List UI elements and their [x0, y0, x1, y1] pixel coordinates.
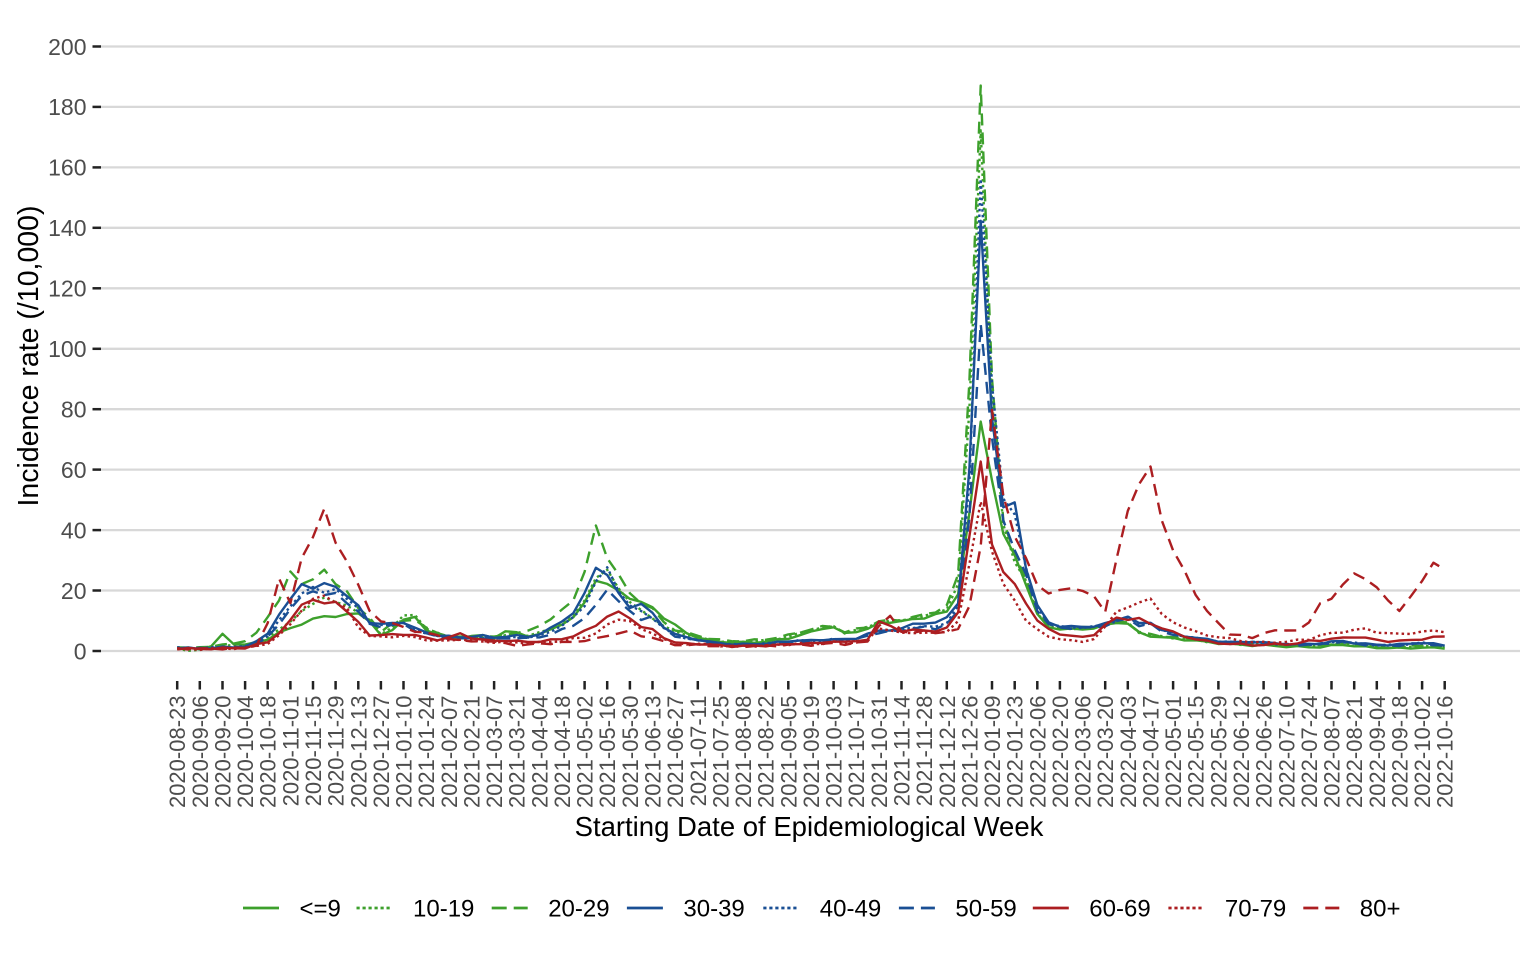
svg-text:40: 40 [61, 517, 87, 543]
svg-text:2022-06-12: 2022-06-12 [1229, 696, 1254, 809]
svg-text:2022-01-23: 2022-01-23 [1003, 696, 1028, 809]
svg-text:2022-02-20: 2022-02-20 [1048, 696, 1073, 809]
svg-text:70-79: 70-79 [1225, 896, 1286, 923]
svg-text:2022-04-17: 2022-04-17 [1139, 696, 1164, 809]
svg-text:2022-05-29: 2022-05-29 [1206, 696, 1231, 809]
svg-text:2021-06-27: 2021-06-27 [663, 696, 688, 809]
svg-text:2021-02-21: 2021-02-21 [459, 696, 484, 809]
svg-text:2022-07-10: 2022-07-10 [1274, 696, 1299, 809]
svg-text:2020-11-01: 2020-11-01 [278, 696, 303, 807]
svg-text:2021-06-13: 2021-06-13 [641, 696, 666, 809]
svg-text:40-49: 40-49 [820, 896, 881, 923]
svg-text:2021-02-07: 2021-02-07 [437, 696, 462, 809]
svg-text:2022-05-01: 2022-05-01 [1161, 696, 1186, 809]
svg-text:2021-03-21: 2021-03-21 [505, 696, 530, 809]
svg-text:2021-12-12: 2021-12-12 [935, 696, 960, 809]
svg-text:60: 60 [61, 457, 87, 483]
svg-text:2020-08-23: 2020-08-23 [165, 696, 190, 809]
svg-text:2022-10-16: 2022-10-16 [1433, 696, 1458, 809]
svg-text:2021-05-30: 2021-05-30 [618, 696, 643, 809]
svg-text:80: 80 [61, 397, 87, 423]
svg-text:160: 160 [48, 155, 86, 181]
svg-text:2020-09-06: 2020-09-06 [188, 696, 213, 809]
svg-text:20-29: 20-29 [548, 896, 609, 923]
svg-text:2022-01-09: 2022-01-09 [980, 696, 1005, 809]
svg-text:2021-07-25: 2021-07-25 [708, 696, 733, 809]
svg-text:0: 0 [74, 638, 87, 664]
svg-text:50-59: 50-59 [955, 896, 1016, 923]
svg-text:2020-10-18: 2020-10-18 [256, 696, 281, 809]
svg-text:Incidence rate (/10,000): Incidence rate (/10,000) [13, 205, 45, 506]
svg-text:2022-03-06: 2022-03-06 [1071, 696, 1096, 809]
svg-text:180: 180 [48, 94, 86, 120]
svg-text:2020-12-13: 2020-12-13 [346, 696, 371, 809]
svg-text:2021-08-22: 2021-08-22 [754, 696, 779, 809]
svg-text:2022-05-15: 2022-05-15 [1184, 696, 1209, 809]
svg-text:2022-09-18: 2022-09-18 [1387, 696, 1412, 809]
svg-text:2022-07-24: 2022-07-24 [1297, 696, 1322, 809]
svg-text:2022-10-02: 2022-10-02 [1410, 696, 1435, 809]
svg-text:2021-07-11: 2021-07-11 [686, 696, 711, 807]
svg-text:2021-11-28: 2021-11-28 [912, 696, 937, 807]
svg-text:2021-03-07: 2021-03-07 [482, 696, 507, 809]
svg-text:2021-10-17: 2021-10-17 [844, 696, 869, 809]
svg-text:2021-09-05: 2021-09-05 [776, 696, 801, 809]
svg-text:2021-11-14: 2021-11-14 [890, 696, 915, 807]
svg-text:2021-05-02: 2021-05-02 [573, 696, 598, 809]
svg-text:2021-10-31: 2021-10-31 [867, 696, 892, 809]
svg-text:<=9: <=9 [300, 896, 341, 923]
svg-text:2022-06-26: 2022-06-26 [1252, 696, 1277, 809]
svg-text:2021-04-04: 2021-04-04 [527, 696, 552, 809]
svg-text:2021-08-08: 2021-08-08 [731, 696, 756, 809]
svg-text:20: 20 [61, 578, 87, 604]
svg-text:2021-04-18: 2021-04-18 [550, 696, 575, 809]
svg-text:10-19: 10-19 [413, 896, 474, 923]
svg-text:2022-08-21: 2022-08-21 [1342, 696, 1367, 809]
svg-text:2022-08-07: 2022-08-07 [1320, 696, 1345, 809]
svg-text:2020-11-29: 2020-11-29 [324, 696, 349, 807]
svg-text:2021-12-26: 2021-12-26 [957, 696, 982, 809]
svg-text:120: 120 [48, 276, 86, 302]
svg-text:2020-10-04: 2020-10-04 [233, 696, 258, 809]
svg-text:2021-05-16: 2021-05-16 [595, 696, 620, 809]
svg-text:80+: 80+ [1360, 896, 1401, 923]
svg-text:2020-09-20: 2020-09-20 [211, 696, 236, 809]
svg-text:2020-11-15: 2020-11-15 [301, 696, 326, 807]
svg-text:2022-04-03: 2022-04-03 [1116, 696, 1141, 809]
svg-text:2021-01-24: 2021-01-24 [414, 696, 439, 809]
svg-text:100: 100 [48, 336, 86, 362]
svg-text:2020-12-27: 2020-12-27 [369, 696, 394, 809]
svg-text:2022-09-04: 2022-09-04 [1365, 696, 1390, 809]
svg-text:Starting Date of Epidemiologic: Starting Date of Epidemiological Week [575, 811, 1044, 842]
svg-text:2021-01-10: 2021-01-10 [392, 696, 417, 809]
svg-text:2022-03-20: 2022-03-20 [1093, 696, 1118, 809]
svg-text:2021-10-03: 2021-10-03 [822, 696, 847, 809]
svg-text:2021-09-19: 2021-09-19 [799, 696, 824, 809]
svg-text:30-39: 30-39 [683, 896, 744, 923]
svg-text:140: 140 [48, 215, 86, 241]
svg-text:2022-02-06: 2022-02-06 [1025, 696, 1050, 809]
svg-text:60-69: 60-69 [1089, 896, 1150, 923]
svg-text:200: 200 [48, 34, 86, 60]
